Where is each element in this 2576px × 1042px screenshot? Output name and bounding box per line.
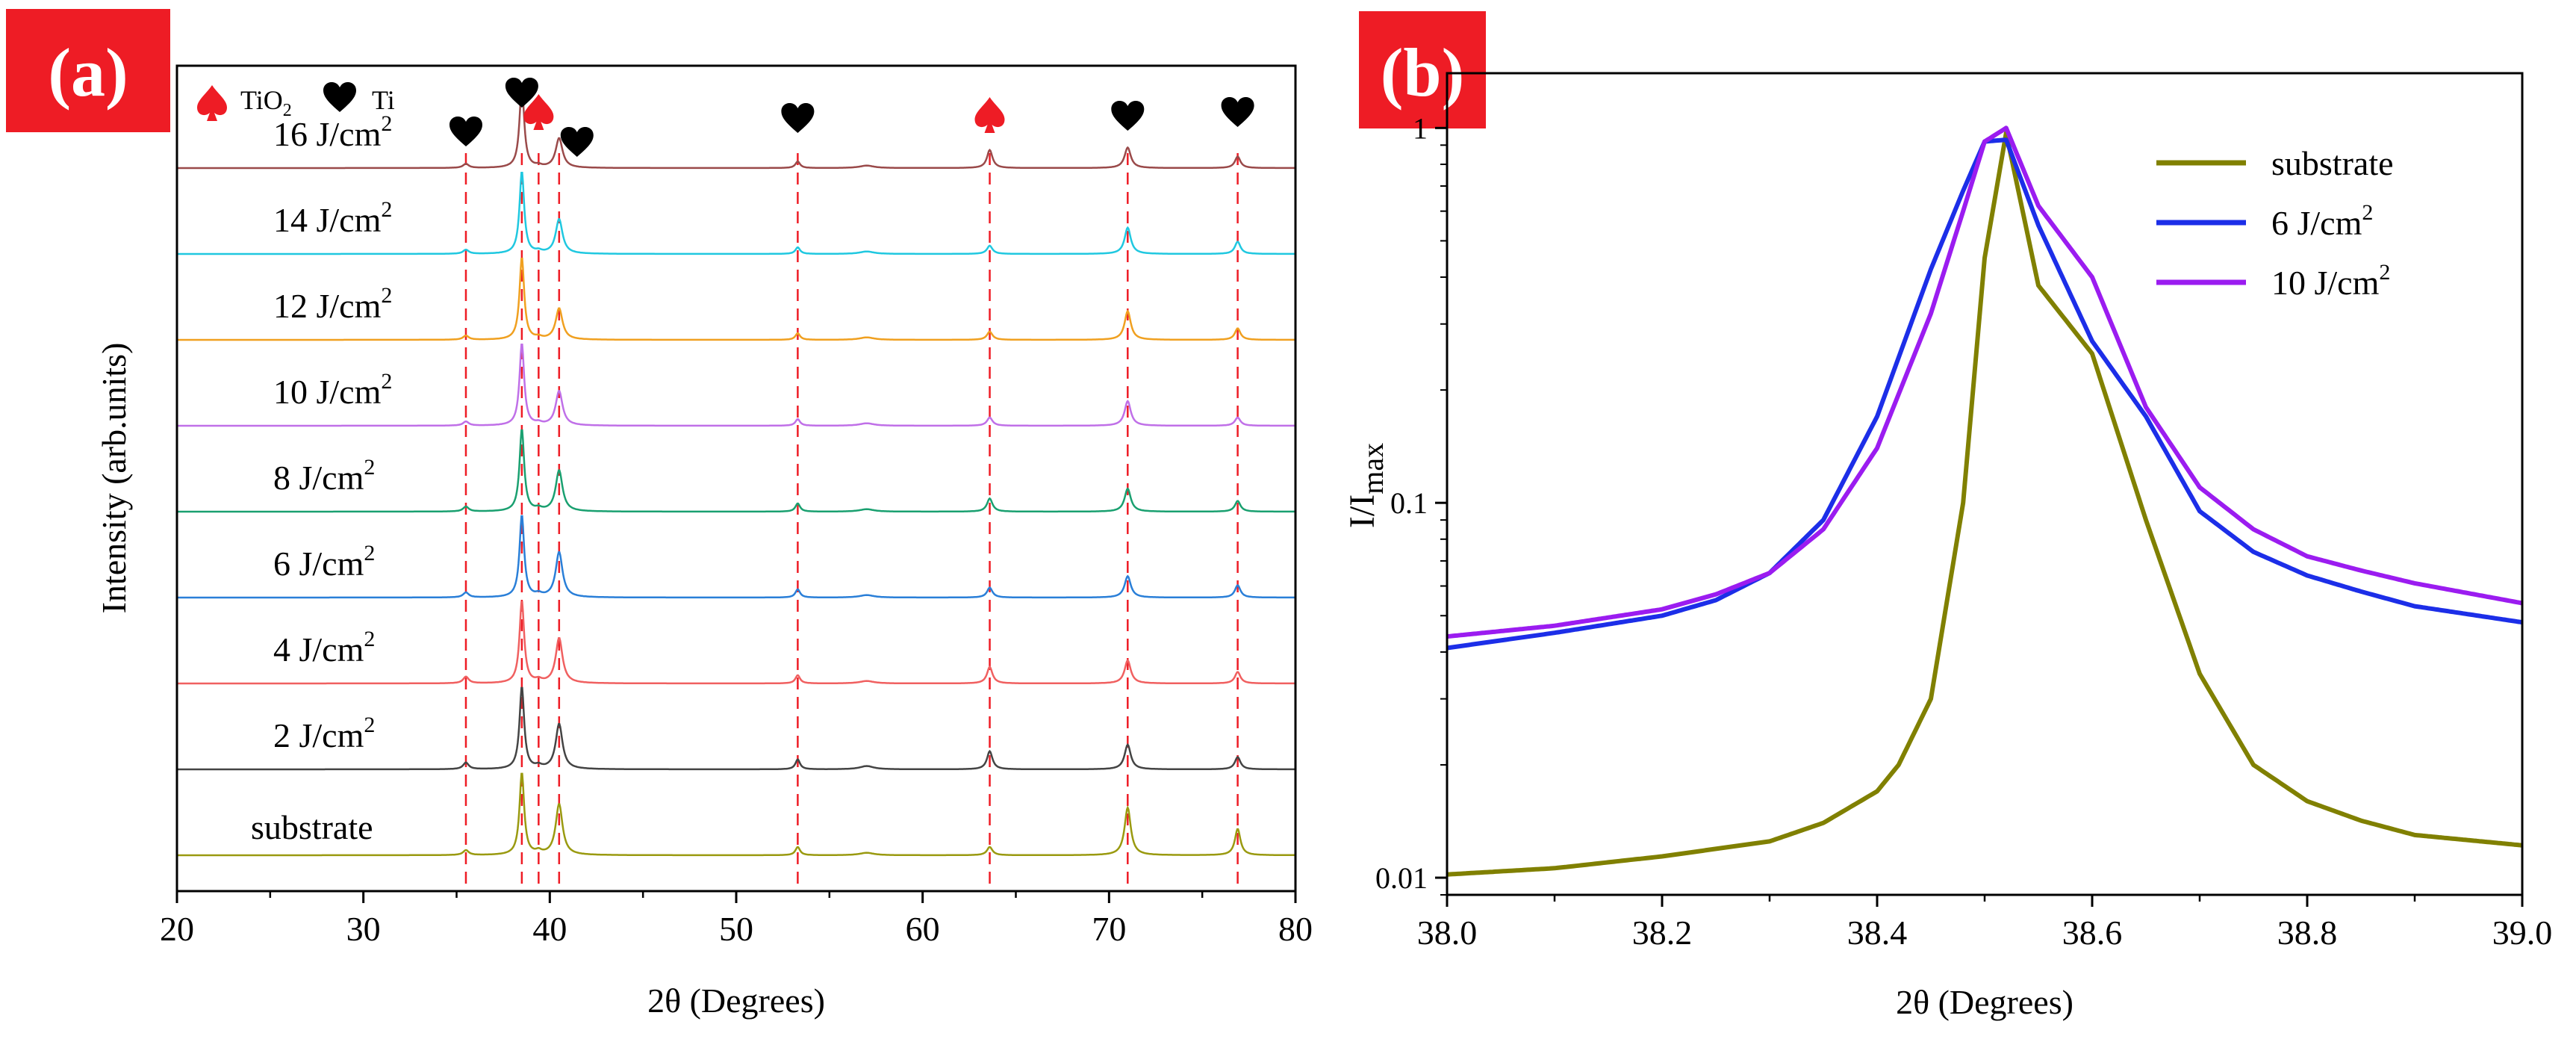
x-tick-label: 39.0 bbox=[2492, 914, 2553, 952]
legend-label-sup: 2 bbox=[2379, 260, 2390, 285]
series-label-sup: 2 bbox=[364, 541, 375, 565]
series-label-main: 8 J/cm bbox=[273, 459, 364, 497]
normalized-curves bbox=[1446, 125, 2523, 877]
xrd-trace bbox=[177, 515, 1295, 599]
heart-icon bbox=[505, 78, 538, 108]
peak-markers bbox=[449, 78, 1254, 157]
heart-icon bbox=[1111, 101, 1145, 131]
x-tick-label: 38.2 bbox=[1632, 914, 1693, 952]
x-axis-a: 20 30 40 50 60 70 80 bbox=[160, 891, 1313, 948]
y-axis-label-a: Intensity (arb.units) bbox=[95, 343, 133, 614]
y-axis-label-b-sub: max bbox=[1356, 443, 1390, 494]
series-label: 12 J/cm2 bbox=[273, 283, 392, 325]
series-label-sup: 2 bbox=[381, 283, 392, 308]
y-tick-label: 0.01 bbox=[1375, 861, 1428, 895]
xrd-trace bbox=[177, 686, 1295, 771]
spade-icon bbox=[197, 85, 227, 121]
xrd-trace bbox=[177, 429, 1295, 513]
panel-a-label-box bbox=[6, 9, 170, 132]
panel-a-label: (a) bbox=[48, 34, 128, 111]
legend-label-main: 10 J/cm bbox=[2271, 264, 2380, 302]
series-label: 16 J/cm2 bbox=[273, 111, 392, 153]
x-tick-label: 30 bbox=[346, 910, 381, 948]
xrd-trace bbox=[177, 86, 1295, 170]
y-axis-b: 0.01 0.1 1 bbox=[1375, 111, 1447, 896]
xrd-trace bbox=[177, 772, 1295, 857]
heart-icon bbox=[560, 127, 594, 157]
xrd-trace bbox=[177, 601, 1295, 685]
legend-label: 10 J/cm2 bbox=[2271, 260, 2390, 302]
x-tick-label: 80 bbox=[1278, 910, 1313, 948]
heart-icon bbox=[1221, 97, 1254, 127]
y-axis-label-b-main: I/I bbox=[1343, 494, 1382, 528]
series-label-main: 16 J/cm bbox=[273, 115, 382, 153]
legend-label-main: substrate bbox=[2271, 144, 2394, 182]
series-label: 14 J/cm2 bbox=[273, 197, 392, 239]
x-axis-label-a: 2θ (Degrees) bbox=[647, 981, 825, 1020]
series-label-main: 10 J/cm bbox=[273, 373, 382, 411]
xrd-trace bbox=[177, 258, 1295, 341]
x-axis-label-b: 2θ (Degrees) bbox=[1896, 983, 2073, 1021]
legend-label: 6 J/cm2 bbox=[2271, 200, 2373, 242]
series-label-sup: 2 bbox=[364, 713, 375, 737]
heart-icon bbox=[449, 117, 482, 146]
panel-b-label-box bbox=[1359, 11, 1486, 128]
series-label: 10 J/cm2 bbox=[273, 369, 392, 411]
heart-icon bbox=[323, 82, 356, 112]
series-label: 6 J/cm2 bbox=[273, 541, 375, 583]
spade-icon bbox=[523, 94, 554, 130]
series-label: substrate bbox=[251, 808, 373, 846]
curve-substrate bbox=[1446, 131, 2523, 877]
x-tick-label: 40 bbox=[532, 910, 567, 948]
series-label-main: 12 J/cm bbox=[273, 287, 382, 325]
xrd-traces bbox=[177, 86, 1295, 857]
y-tick-label: 1 bbox=[1413, 111, 1428, 145]
xrd-trace bbox=[177, 343, 1295, 427]
series-label-sup: 2 bbox=[381, 197, 392, 222]
xrd-trace bbox=[177, 171, 1295, 255]
x-tick-label: 38.6 bbox=[2062, 914, 2123, 952]
legend-label-sup: 2 bbox=[2362, 200, 2373, 225]
panel-b: (b) 38.0 38.2 38.4 38.6 38.8 39.0 0.010.11 su… bbox=[1343, 11, 2552, 1021]
legend-label: substrate bbox=[2271, 144, 2394, 182]
curve-10-j-cm2 bbox=[1446, 125, 2523, 639]
series-label-sup: 2 bbox=[364, 627, 375, 651]
y-tick-label: 0.1 bbox=[1390, 486, 1428, 520]
series-label-main: 2 J/cm bbox=[273, 716, 364, 754]
series-label-main: 6 J/cm bbox=[273, 545, 364, 583]
x-tick-label: 20 bbox=[160, 910, 194, 948]
x-tick-label: 70 bbox=[1092, 910, 1126, 948]
x-axis-b: 38.0 38.2 38.4 38.6 38.8 39.0 bbox=[1417, 895, 2553, 952]
legend-ti-label: Ti bbox=[372, 85, 395, 115]
spade-icon bbox=[974, 97, 1005, 133]
plot-frame-b bbox=[1446, 72, 2524, 896]
series-label: 8 J/cm2 bbox=[273, 455, 375, 497]
legend-tio2-text: TiO bbox=[240, 85, 283, 115]
x-tick-label: 38.4 bbox=[1847, 914, 1908, 952]
series-label-sup: 2 bbox=[364, 455, 375, 480]
series-label-main: 4 J/cm bbox=[273, 630, 364, 669]
series-label-main: 14 J/cm bbox=[273, 201, 382, 239]
series-label-sup: 2 bbox=[381, 369, 392, 394]
legend-tio2-sub: 2 bbox=[283, 101, 292, 120]
x-tick-label: 50 bbox=[719, 910, 753, 948]
x-tick-label: 38.8 bbox=[2277, 914, 2338, 952]
x-tick-label: 60 bbox=[906, 910, 940, 948]
series-label: 2 J/cm2 bbox=[273, 713, 375, 754]
y-axis-label-b: I/Imax bbox=[1343, 443, 1390, 528]
reference-lines bbox=[464, 153, 1239, 891]
legend-tio2-label: TiO2 bbox=[240, 85, 292, 120]
series-label: 4 J/cm2 bbox=[273, 627, 375, 669]
series-label-sup: 2 bbox=[381, 111, 392, 136]
legend-label-main: 6 J/cm bbox=[2271, 204, 2362, 242]
x-tick-label: 38.0 bbox=[1417, 914, 1478, 952]
legend-a: TiO2 Ti bbox=[197, 82, 395, 121]
heart-icon bbox=[781, 103, 815, 133]
